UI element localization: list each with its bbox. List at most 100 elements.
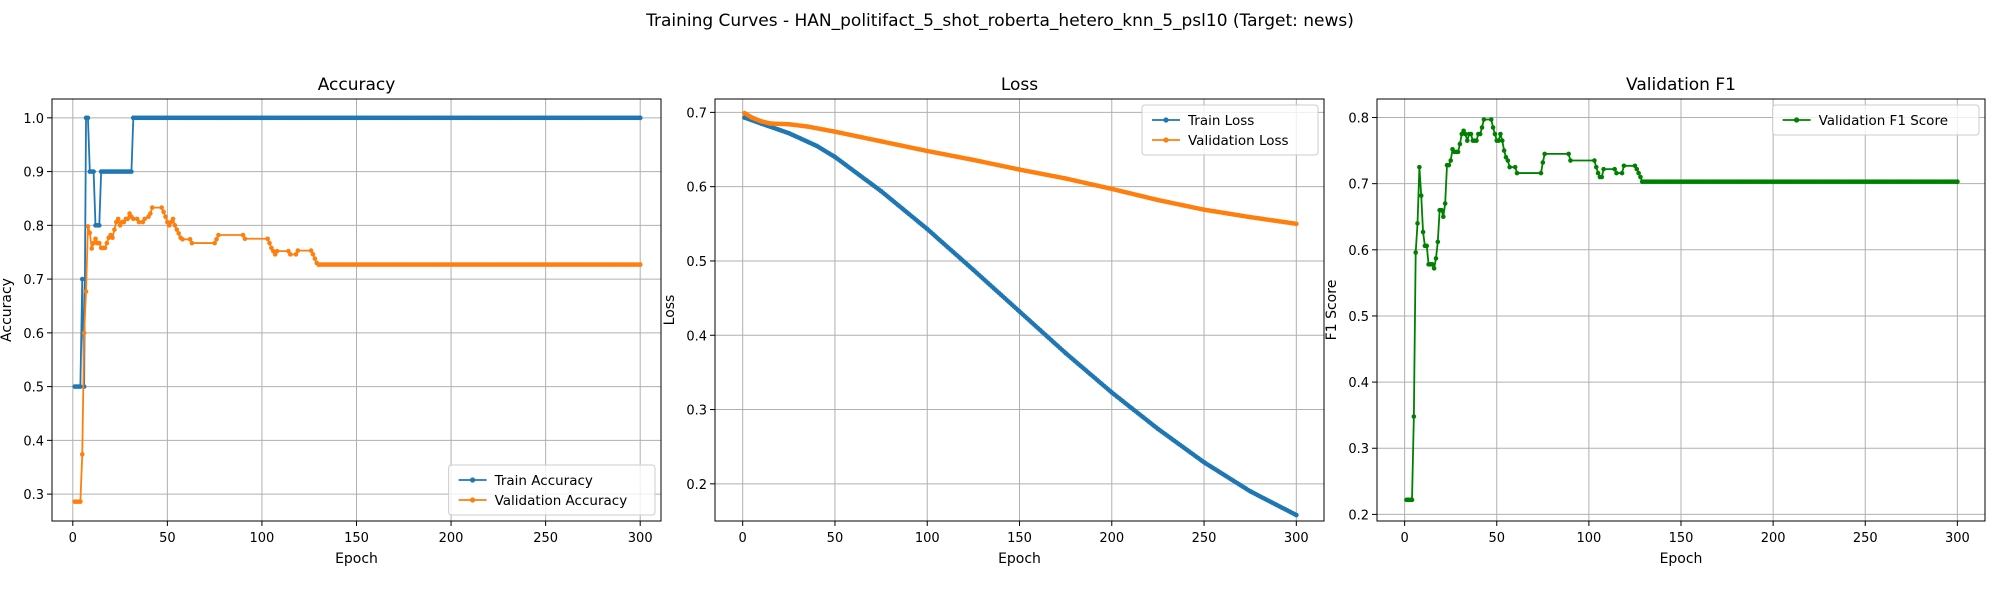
- data-point: [161, 209, 166, 215]
- y-tick-label: 1.0: [23, 112, 44, 127]
- data-point: [1636, 170, 1641, 176]
- data-point: [1433, 256, 1439, 261]
- data-point: [1955, 179, 1960, 184]
- legend: Train Loss Validation Loss: [1141, 104, 1319, 156]
- y-tick-label: 0.6: [23, 327, 44, 342]
- plot-frame: [51, 98, 662, 522]
- data-point: [85, 224, 91, 229]
- data-point: [1568, 158, 1573, 163]
- data-point: [1418, 193, 1424, 198]
- legend-entry: Validation F1 Score: [1782, 113, 1948, 129]
- y-tick-label: 0.8: [1348, 112, 1369, 127]
- data-point: [1409, 497, 1415, 503]
- data-point: [102, 245, 108, 251]
- plot-frame: [714, 98, 1325, 522]
- data-point: [1538, 170, 1544, 176]
- data-point: [129, 169, 134, 174]
- data-point: [96, 223, 102, 228]
- data-point: [1429, 262, 1435, 267]
- series-2: [72, 205, 643, 504]
- data-point: [1417, 164, 1422, 170]
- data-point: [312, 256, 318, 261]
- data-point: [163, 214, 168, 220]
- x-tick-label: 100: [915, 531, 940, 546]
- series-1: [1404, 117, 1960, 503]
- data-point: [78, 384, 83, 389]
- panel-title: Loss: [1001, 75, 1038, 95]
- data-point: [1498, 131, 1503, 137]
- data-point: [310, 252, 316, 257]
- data-point: [1512, 164, 1518, 170]
- data-point: [1634, 166, 1640, 172]
- x-tick-label: 0: [1400, 531, 1408, 546]
- data-point: [216, 232, 221, 238]
- data-point: [1507, 164, 1512, 170]
- legend: Train Accuracy Validation Accuracy: [448, 464, 656, 516]
- plot-area: [72, 115, 643, 504]
- data-point: [170, 216, 176, 222]
- data-point: [1448, 158, 1453, 163]
- data-point: [1464, 138, 1470, 143]
- data-point: [1294, 221, 1299, 227]
- legend-label: Validation F1 Score: [1819, 113, 1948, 129]
- x-axis-label: Epoch: [998, 551, 1041, 567]
- data-point: [1468, 131, 1474, 137]
- data-point: [1566, 151, 1571, 157]
- x-tick-label: 200: [1761, 531, 1786, 546]
- data-point: [83, 289, 89, 294]
- data-point: [293, 252, 299, 257]
- data-point: [240, 232, 246, 238]
- data-point: [93, 236, 98, 242]
- legend-label: Validation Loss: [1188, 133, 1289, 149]
- panel-title: Validation F1: [1626, 75, 1736, 95]
- y-axis-label: Accuracy: [0, 278, 15, 342]
- legend-entry: Validation Loss: [1152, 133, 1289, 149]
- legend-frame: [1141, 104, 1319, 156]
- data-point: [1496, 138, 1501, 143]
- legend-entry: Train Accuracy: [458, 473, 593, 489]
- x-tick-label: 50: [1488, 531, 1505, 546]
- data-point: [110, 235, 115, 240]
- y-tick-label: 0.3: [686, 404, 707, 419]
- data-point: [81, 330, 87, 336]
- data-point: [267, 240, 272, 246]
- data-point: [174, 227, 180, 232]
- data-point: [1457, 141, 1463, 147]
- data-point: [159, 205, 164, 210]
- data-point: [125, 216, 130, 222]
- data-point: [295, 248, 301, 253]
- legend-marker: [1794, 117, 1800, 123]
- y-tick-label: 0.4: [686, 329, 707, 344]
- data-point: [180, 237, 185, 242]
- y-tick-label: 0.9: [23, 166, 44, 181]
- x-axis-label: Epoch: [335, 551, 378, 567]
- x-tick-label: 250: [1853, 531, 1878, 546]
- data-point: [131, 216, 136, 222]
- data-point: [1463, 131, 1468, 137]
- x-tick-label: 200: [1099, 531, 1124, 546]
- y-tick-label: 0.2: [686, 478, 707, 493]
- data-point: [212, 240, 217, 246]
- legend-label: Train Accuracy: [494, 473, 593, 489]
- y-tick-label: 0.4: [23, 434, 44, 449]
- data-point: [148, 211, 153, 216]
- data-point: [1479, 125, 1485, 130]
- series-1: [72, 115, 643, 389]
- data-point: [1442, 201, 1448, 206]
- data-point: [637, 262, 643, 267]
- data-point: [85, 115, 91, 121]
- data-point: [142, 216, 147, 222]
- data-point: [1612, 166, 1617, 172]
- data-point: [274, 248, 280, 254]
- data-point: [1435, 239, 1441, 245]
- series-1: [742, 115, 1299, 518]
- data-point: [1542, 151, 1547, 157]
- data-point: [1599, 174, 1605, 180]
- data-point: [91, 169, 96, 174]
- data-point: [187, 237, 193, 242]
- data-point: [1415, 221, 1420, 226]
- data-point: [1477, 131, 1483, 137]
- y-tick-label: 0.2: [1348, 508, 1369, 523]
- data-point: [172, 223, 178, 228]
